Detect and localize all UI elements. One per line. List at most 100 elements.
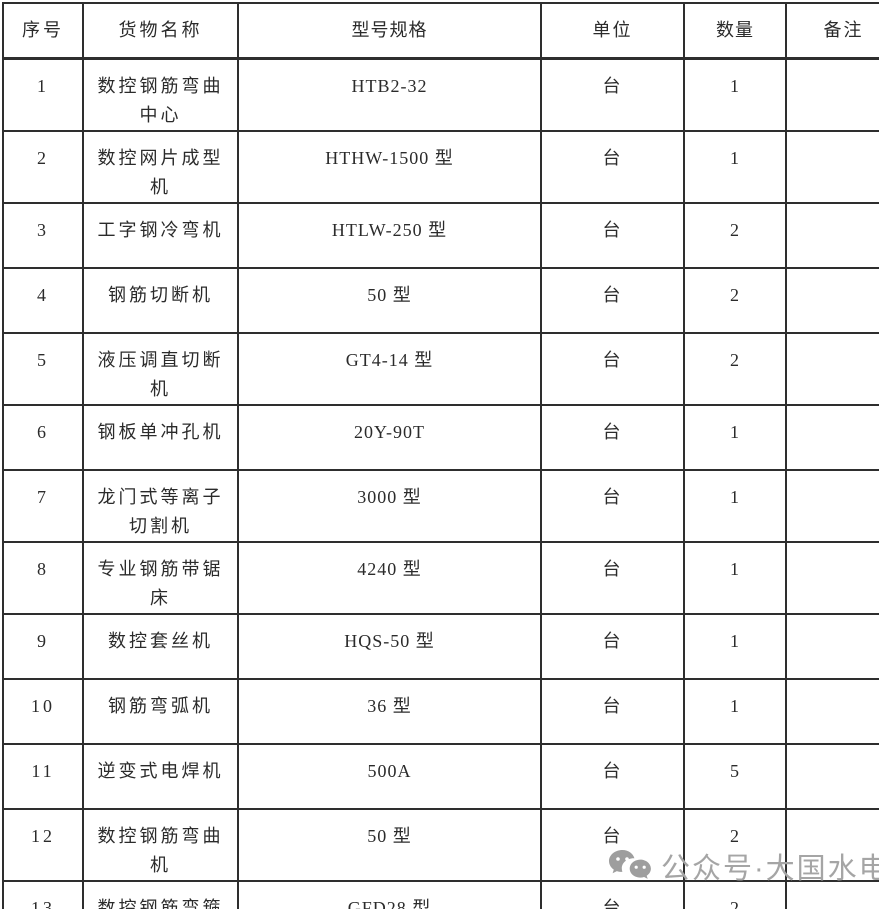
cell-quantity: 1 — [683, 129, 787, 204]
cell-remark — [785, 677, 879, 745]
cell-model: 4240 型 — [237, 540, 542, 615]
column-header-unit: 单位 — [540, 2, 685, 60]
cell-goods-name: 钢筋弯弧机 — [82, 677, 239, 745]
cell-model: HQS-50 型 — [237, 612, 542, 680]
cell-index: 8 — [2, 540, 84, 615]
cell-quantity: 2 — [683, 807, 787, 882]
table-body: 1 数控钢筋弯曲 中心 HTB2-32 台 1 2 数控网片成型 机 HTHW-… — [2, 57, 879, 909]
cell-quantity: 2 — [683, 879, 787, 909]
table-row: 8 专业钢筋带锯 床 4240 型 台 1 — [2, 540, 879, 615]
cell-unit: 台 — [540, 879, 685, 909]
cell-goods-name: 专业钢筋带锯 床 — [82, 540, 239, 615]
table-row: 6 钢板单冲孔机 20Y-90T 台 1 — [2, 403, 879, 471]
cell-index: 13 — [2, 879, 84, 909]
cell-model: HTB2-32 — [237, 57, 542, 132]
table-row: 13 数控钢筋弯箍 机 GFD28 型 台 2 — [2, 879, 879, 909]
cell-unit: 台 — [540, 57, 685, 132]
cell-unit: 台 — [540, 677, 685, 745]
cell-index: 3 — [2, 201, 84, 269]
cell-quantity: 5 — [683, 742, 787, 810]
cell-quantity: 1 — [683, 540, 787, 615]
table-row: 7 龙门式等离子 切割机 3000 型 台 1 — [2, 468, 879, 543]
cell-remark — [785, 807, 879, 882]
cell-index: 2 — [2, 129, 84, 204]
cell-index: 7 — [2, 468, 84, 543]
cell-model: 36 型 — [237, 677, 542, 745]
cell-model: 500A — [237, 742, 542, 810]
header-row: 序号 货物名称 型号规格 单位 数量 备注 — [2, 2, 879, 60]
cell-goods-name: 工字钢冷弯机 — [82, 201, 239, 269]
cell-quantity: 1 — [683, 468, 787, 543]
cell-goods-name: 液压调直切断 机 — [82, 331, 239, 406]
cell-goods-name: 钢板单冲孔机 — [82, 403, 239, 471]
column-header-remark: 备注 — [785, 2, 879, 60]
cell-index: 5 — [2, 331, 84, 406]
cell-quantity: 1 — [683, 403, 787, 471]
cell-unit: 台 — [540, 742, 685, 810]
cell-unit: 台 — [540, 201, 685, 269]
cell-model: 50 型 — [237, 266, 542, 334]
cell-unit: 台 — [540, 540, 685, 615]
cell-model: GT4-14 型 — [237, 331, 542, 406]
cell-model: GFD28 型 — [237, 879, 542, 909]
cell-unit: 台 — [540, 331, 685, 406]
table-row: 10 钢筋弯弧机 36 型 台 1 — [2, 677, 879, 745]
table-row: 12 数控钢筋弯曲 机 50 型 台 2 — [2, 807, 879, 882]
cell-index: 4 — [2, 266, 84, 334]
cell-goods-name: 数控套丝机 — [82, 612, 239, 680]
cell-quantity: 1 — [683, 612, 787, 680]
cell-quantity: 2 — [683, 266, 787, 334]
cell-model: 3000 型 — [237, 468, 542, 543]
cell-remark — [785, 129, 879, 204]
cell-unit: 台 — [540, 807, 685, 882]
table-row: 4 钢筋切断机 50 型 台 2 — [2, 266, 879, 334]
cell-remark — [785, 742, 879, 810]
cell-quantity: 1 — [683, 677, 787, 745]
cell-goods-name: 钢筋切断机 — [82, 266, 239, 334]
cell-goods-name: 数控网片成型 机 — [82, 129, 239, 204]
column-header-index: 序号 — [2, 2, 84, 60]
cell-model: HTLW-250 型 — [237, 201, 542, 269]
cell-quantity: 2 — [683, 331, 787, 406]
cell-remark — [785, 540, 879, 615]
table-row: 11 逆变式电焊机 500A 台 5 — [2, 742, 879, 810]
cell-index: 1 — [2, 57, 84, 132]
cell-unit: 台 — [540, 612, 685, 680]
cell-remark — [785, 266, 879, 334]
cell-model: 50 型 — [237, 807, 542, 882]
cell-remark — [785, 879, 879, 909]
cell-unit: 台 — [540, 129, 685, 204]
cell-goods-name: 逆变式电焊机 — [82, 742, 239, 810]
column-header-name: 货物名称 — [82, 2, 239, 60]
cell-goods-name: 数控钢筋弯箍 机 — [82, 879, 239, 909]
cell-index: 11 — [2, 742, 84, 810]
table-row: 9 数控套丝机 HQS-50 型 台 1 — [2, 612, 879, 680]
table-row: 3 工字钢冷弯机 HTLW-250 型 台 2 — [2, 201, 879, 269]
cell-unit: 台 — [540, 403, 685, 471]
table-row: 5 液压调直切断 机 GT4-14 型 台 2 — [2, 331, 879, 406]
table-row: 2 数控网片成型 机 HTHW-1500 型 台 1 — [2, 129, 879, 204]
cell-goods-name: 龙门式等离子 切割机 — [82, 468, 239, 543]
cell-remark — [785, 612, 879, 680]
cell-unit: 台 — [540, 468, 685, 543]
cell-quantity: 1 — [683, 57, 787, 132]
cell-model: 20Y-90T — [237, 403, 542, 471]
cell-remark — [785, 331, 879, 406]
cell-quantity: 2 — [683, 201, 787, 269]
cell-remark — [785, 468, 879, 543]
cell-index: 9 — [2, 612, 84, 680]
cell-remark — [785, 403, 879, 471]
cell-goods-name: 数控钢筋弯曲 中心 — [82, 57, 239, 132]
cell-model: HTHW-1500 型 — [237, 129, 542, 204]
column-header-model: 型号规格 — [237, 2, 542, 60]
column-header-qty: 数量 — [683, 2, 787, 60]
cell-remark — [785, 201, 879, 269]
cell-remark — [785, 57, 879, 132]
table-header: 序号 货物名称 型号规格 单位 数量 备注 — [2, 2, 879, 60]
cell-index: 12 — [2, 807, 84, 882]
cell-index: 6 — [2, 403, 84, 471]
table-row: 1 数控钢筋弯曲 中心 HTB2-32 台 1 — [2, 57, 879, 132]
cell-goods-name: 数控钢筋弯曲 机 — [82, 807, 239, 882]
